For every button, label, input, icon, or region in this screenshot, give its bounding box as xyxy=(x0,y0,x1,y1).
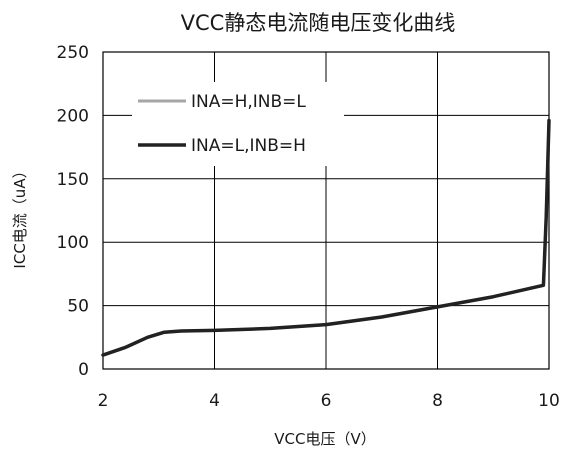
plot-area xyxy=(102,51,550,370)
y-tick-labels: 0 50 100 150 200 250 xyxy=(57,43,89,380)
y-tick-label: 0 xyxy=(78,360,89,380)
y-tick-label: 200 xyxy=(57,106,89,126)
legend-box xyxy=(132,82,344,166)
x-tick-label: 8 xyxy=(432,391,443,411)
series-lines xyxy=(101,118,551,357)
legend-label-ina-h-inb-l: INA=H,INB=L xyxy=(191,92,306,112)
x-tick-label: 6 xyxy=(321,391,332,411)
x-tick-label: 10 xyxy=(538,391,560,411)
y-tick-label: 50 xyxy=(67,297,89,317)
x-tick-label: 4 xyxy=(209,391,220,411)
legend-label-ina-l-inb-h: INA=L,INB=H xyxy=(191,136,306,156)
y-tick-label: 150 xyxy=(57,170,89,190)
x-tick-label: 2 xyxy=(98,391,109,411)
y-tick-label: 250 xyxy=(57,43,89,63)
legend: INA=H,INB=L INA=L,INB=H xyxy=(132,82,344,166)
y-axis-label: ICC电流（uA） xyxy=(11,163,29,268)
x-axis-label: VCC电压（V） xyxy=(274,430,375,448)
series-line-ina-l-inb-h xyxy=(101,118,551,357)
x-tick-labels: 2 4 6 8 10 xyxy=(98,391,560,411)
chart-title: VCC静态电流随电压变化曲线 xyxy=(181,11,456,35)
y-tick-label: 100 xyxy=(57,233,89,253)
